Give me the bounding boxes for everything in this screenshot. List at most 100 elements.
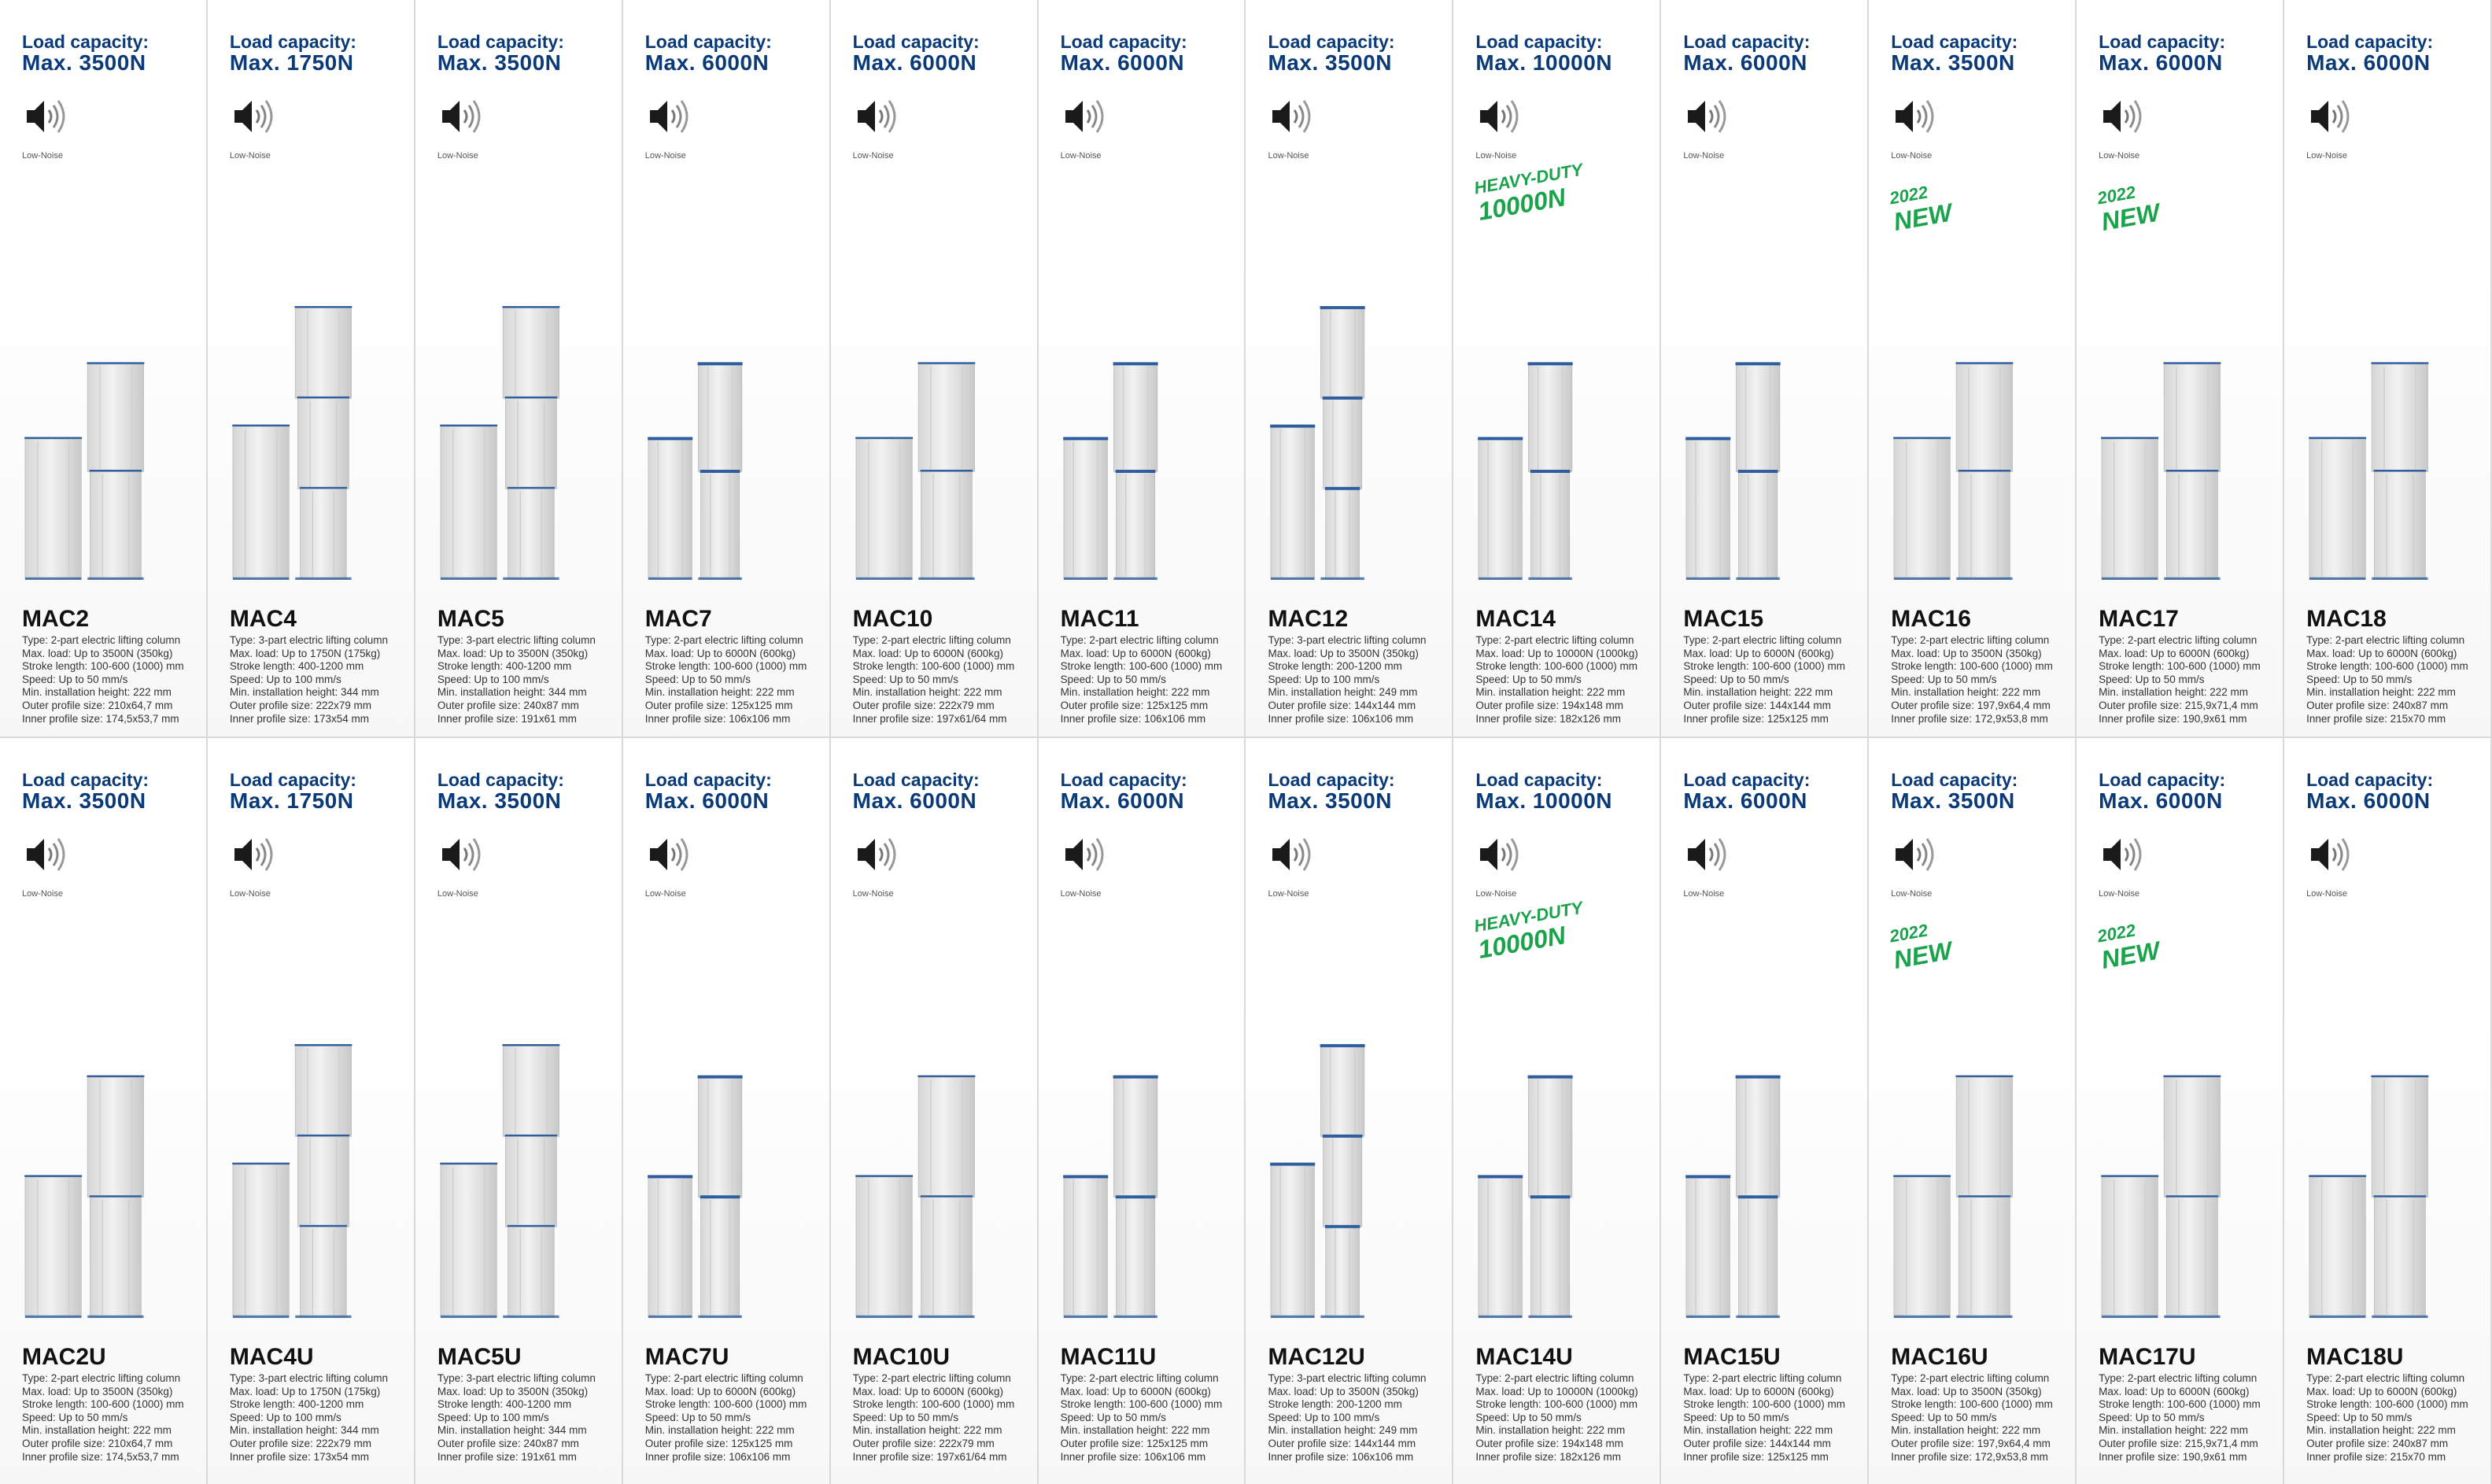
spec-line: Max. load: Up to 6000N (600kg) [2306,1385,2457,1397]
spec-line: Inner profile size: 106x106 mm [1268,1450,1414,1463]
spec-line: Stroke length: 400-1200 mm [229,1398,364,1411]
spec-line: Speed: Up to 100 mm/s [229,1411,341,1423]
low-noise-label: Low-Noise [852,151,894,161]
spec-line: Speed: Up to 50 mm/s [2306,673,2413,685]
speaker-low-noise-icon [2311,838,2350,871]
spec-line: Stroke length: 100-600 (1000) mm [2099,1398,2261,1411]
spec-list: Type: 2-part electric lifting column Max.… [853,634,1015,725]
spec-line: Speed: Up to 50 mm/s [1891,1411,1997,1423]
heavy-duty-badge: HEAVY-DUTY 10000N [1472,896,1589,964]
spec-line: Max. load: Up to 6000N (600kg) [1683,1385,1834,1397]
spec-line: Outer profile size: 215,9x71,4 mm [2099,1437,2258,1449]
load-capacity-label: Load capacity: [1060,31,1187,52]
column-retracted [1270,1162,1316,1318]
spec-line: Max. load: Up to 3500N (350kg) [437,647,589,659]
spec-line: Outer profile size: 222x79 mm [229,699,371,711]
model-name: MAC18 [2306,606,2387,632]
spec-line: Min. installation height: 222 mm [1683,686,1833,699]
model-name: MAC14 [1475,606,1556,632]
speaker-low-noise-icon [234,838,273,871]
spec-line: Outer profile size: 240x87 mm [2306,699,2449,711]
spec-line: Speed: Up to 50 mm/s [644,1411,751,1423]
load-capacity-label: Load capacity: [1268,770,1395,790]
column-retracted [1893,437,1951,580]
spec-line: Max. load: Up to 6000N (600kg) [2099,647,2250,659]
product-image [1061,219,1235,589]
spec-line: Max. load: Up to 10000N (1000kg) [1475,1385,1638,1397]
load-capacity-value: Max. 3500N [22,50,146,75]
spec-list: Type: 2-part electric lifting column Max.… [645,1372,807,1464]
low-noise-label: Low-Noise [437,889,478,899]
spec-line: Speed: Up to 50 mm/s [22,673,128,685]
load-capacity-value: Max. 3500N [1891,788,2015,813]
model-name: MAC11 [1060,606,1139,632]
spec-line: Max. load: Up to 6000N (600kg) [644,647,796,659]
spec-line: Inner profile size: 106x106 mm [644,712,791,725]
spec-line: Stroke length: 100-600 (1000) mm [1891,660,2053,673]
spec-line: Min. installation height: 222 mm [1475,1424,1626,1437]
spec-line: Inner profile size: 190,9x61 mm [2099,1450,2247,1463]
column-extended [2371,362,2429,580]
load-capacity-label: Load capacity: [644,31,772,52]
spec-list: Type: 2-part electric lifting column Max.… [1891,634,2053,725]
spec-line: Inner profile size: 106x106 mm [644,1450,791,1463]
spec-line: Type: 3-part electric lifting column [437,1372,596,1384]
load-capacity-label: Load capacity: [1475,770,1603,790]
spec-line: Type: 2-part electric lifting column [1060,634,1219,646]
product-card-mac5: Load capacity: Max. 3500N Low-Noise MAC5 Typ… [415,0,623,738]
product-card-mac7: Load capacity: Max. 6000N Low-Noise MAC7 Typ… [622,0,831,738]
spec-line: Stroke length: 100-600 (1000) mm [22,660,184,673]
spec-line: Type: 2-part electric lifting column [1891,634,2050,646]
product-card-mac16: Load capacity: Max. 3500N Low-Noise 2022 NEW… [1869,0,2077,738]
spec-line: Stroke length: 400-1200 mm [437,1398,572,1411]
model-name: MAC15U [1683,1344,1781,1370]
spec-line: Min. installation height: 344 mm [229,686,379,699]
spec-line: Speed: Up to 50 mm/s [1683,673,1789,685]
load-capacity-value: Max. 3500N [1891,50,2015,75]
speaker-low-noise-icon [1480,100,1519,133]
spec-line: Stroke length: 100-600 (1000) mm [2099,660,2261,673]
low-noise-label: Low-Noise [2306,889,2348,899]
column-retracted [232,424,290,580]
load-capacity-label: Load capacity: [644,770,772,790]
low-noise-label: Low-Noise [2099,151,2140,161]
spec-line: Max. load: Up to 3500N (350kg) [1268,647,1419,659]
load-capacity-value: Max. 1750N [229,788,354,813]
spec-line: Type: 2-part electric lifting column [644,634,803,646]
column-extended [1320,305,1366,580]
model-name: MAC7U [644,1344,729,1370]
product-card-mac10u: Load capacity: Max. 6000N Low-Noise MAC10U T… [830,738,1039,1484]
low-noise-label: Low-Noise [229,151,271,161]
spec-line: Outer profile size: 144x144 mm [1683,699,1831,711]
spec-line: Outer profile size: 240x87 mm [437,1437,579,1449]
product-image [2099,219,2273,589]
spec-list: Type: 2-part electric lifting column Max.… [1475,634,1637,725]
load-capacity-label: Load capacity: [852,31,980,52]
spec-line: Max. load: Up to 1750N (175kg) [229,647,381,659]
column-retracted [647,437,692,580]
spec-line: Inner profile size: 182x126 mm [1475,712,1621,725]
spec-line: Type: 2-part electric lifting column [852,634,1011,646]
model-name: MAC2U [22,1344,106,1370]
spec-line: Inner profile size: 106x106 mm [1060,1450,1206,1463]
column-extended [697,362,743,580]
low-noise-label: Low-Noise [644,889,686,899]
load-capacity-label: Load capacity: [229,770,356,790]
spec-line: Min. installation height: 222 mm [22,686,172,699]
load-capacity-value: Max. 3500N [1268,50,1393,75]
column-extended [1955,1075,2014,1318]
column-extended [87,1075,145,1318]
column-retracted [1062,437,1108,580]
load-capacity-label: Load capacity: [1683,31,1811,52]
speaker-low-noise-icon [1896,838,1934,871]
load-capacity-value: Max. 6000N [2099,50,2223,75]
column-extended [917,362,976,580]
spec-line: Speed: Up to 50 mm/s [1475,1411,1582,1423]
spec-line: Stroke length: 100-600 (1000) mm [2306,1398,2468,1411]
product-image [2306,219,2481,589]
spec-line: Type: 3-part electric lifting column [229,634,388,646]
load-capacity-value: Max. 6000N [644,50,770,75]
product-image [230,957,404,1327]
spec-line: Stroke length: 100-600 (1000) mm [644,1398,807,1411]
